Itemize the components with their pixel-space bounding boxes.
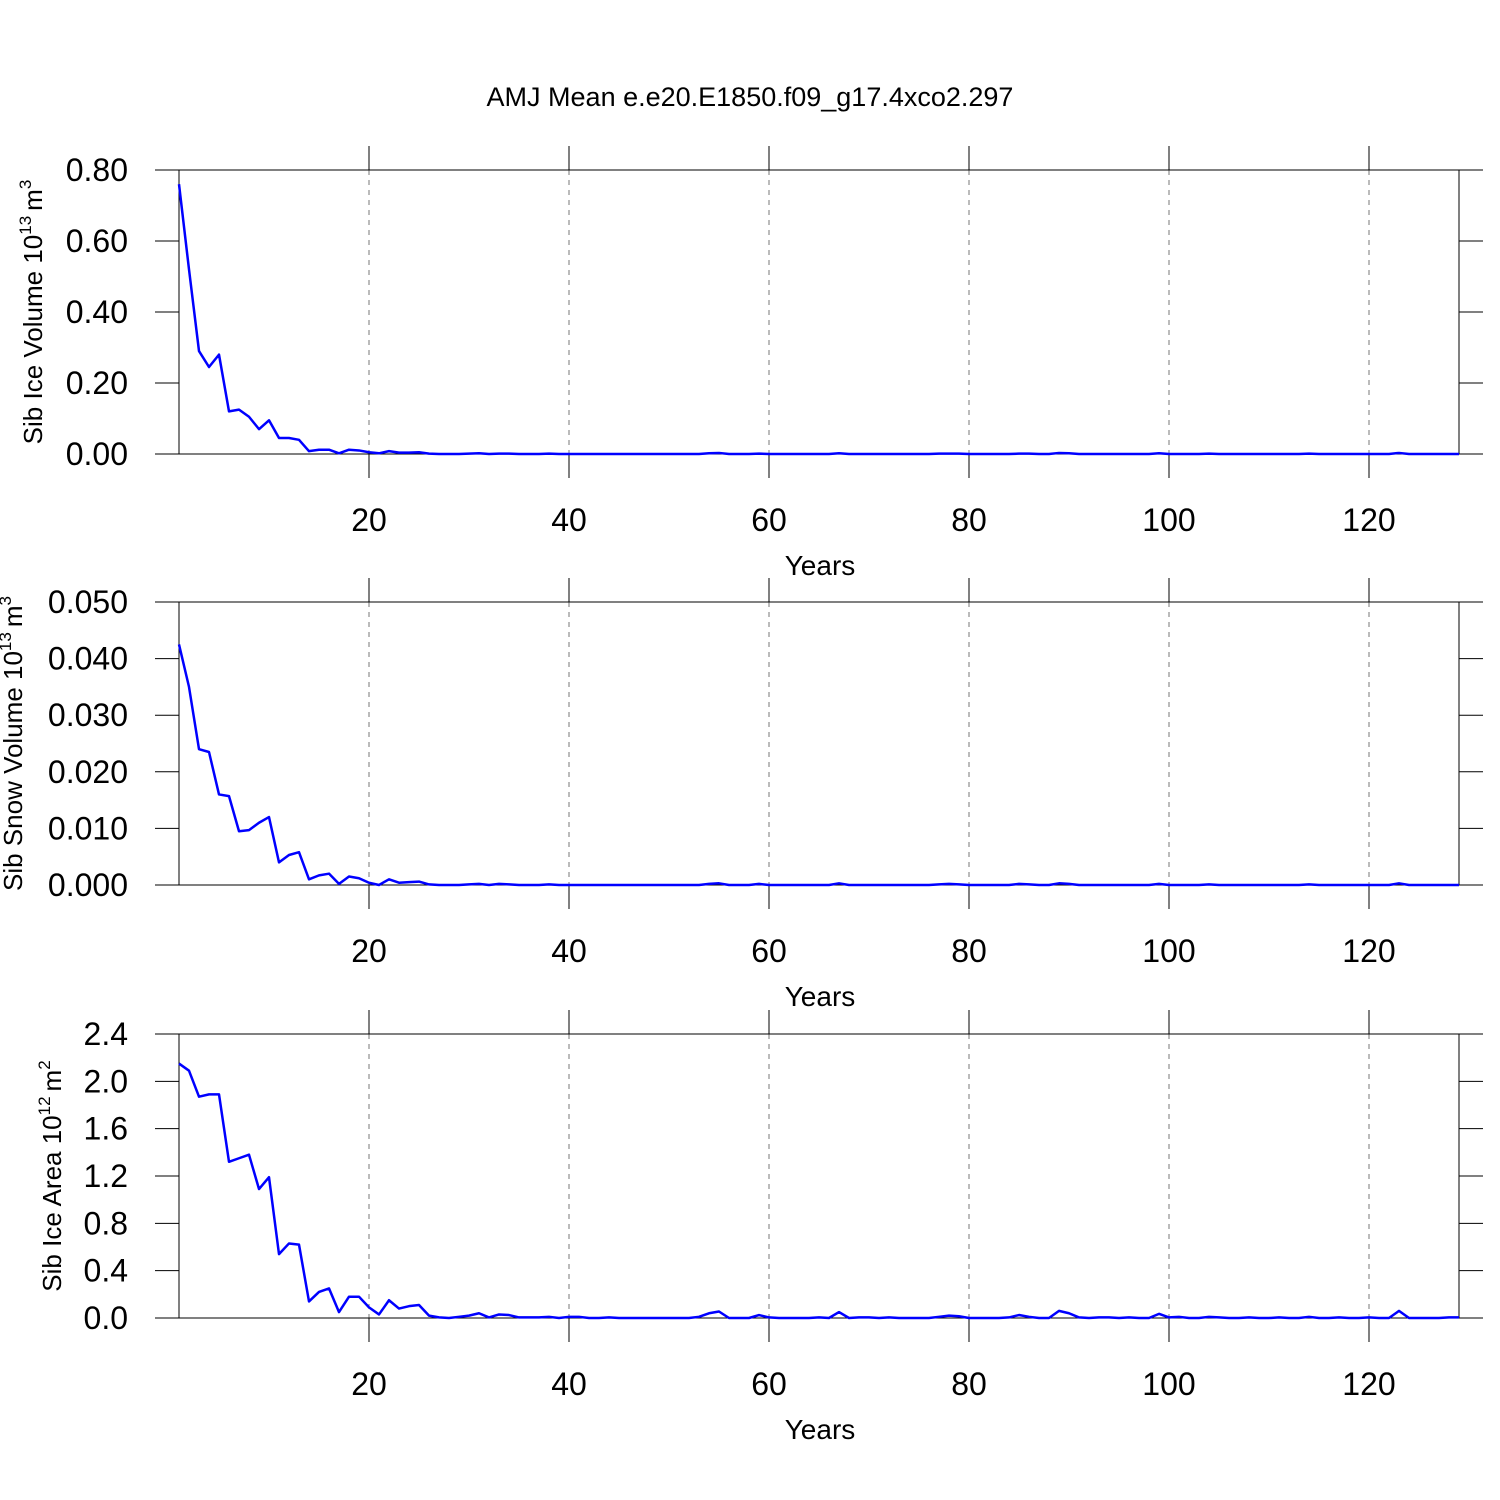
x-tick-label: 20	[351, 502, 387, 538]
x-tick-label: 100	[1142, 933, 1195, 969]
y-tick-label: 0.40	[66, 294, 128, 330]
y-tick-label: 0.8	[84, 1205, 128, 1241]
y-axis-label: Sib Ice Area 1012 m2	[35, 1060, 67, 1291]
y-axis-label-exponent: 12	[35, 1096, 54, 1115]
x-axis-label: Years	[785, 550, 856, 581]
y-tick-label: 2.4	[84, 1016, 128, 1052]
y-axis-label-unit-exponent: 2	[35, 1060, 54, 1069]
y-tick-label: 2.0	[84, 1063, 128, 1099]
y-axis-label-unit-exponent: 3	[16, 180, 35, 189]
y-tick-label: 1.2	[84, 1158, 128, 1194]
x-tick-label: 100	[1142, 502, 1195, 538]
x-tick-label: 120	[1342, 502, 1395, 538]
y-axis-label-exponent: 13	[0, 632, 15, 651]
x-axis-label: Years	[785, 1414, 856, 1445]
y-tick-label: 0.040	[48, 641, 128, 677]
y-tick-label: 0.010	[48, 810, 128, 846]
y-axis-label-unit: m	[18, 189, 48, 211]
figure-title: AMJ Mean e.e20.E1850.f09_g17.4xco2.297	[487, 82, 1014, 112]
data-line	[177, 184, 1459, 456]
data-line	[178, 1062, 1459, 1320]
x-axis-label: Years	[785, 981, 856, 1012]
panel: 20 40 60 80 100 120 0.0 0.4 0.8 1.2 1.6 2.0 2.4 Years…	[35, 1010, 1483, 1445]
data-line	[177, 644, 1459, 887]
x-tick-label: 80	[951, 1366, 987, 1402]
x-tick-label: 40	[551, 933, 587, 969]
y-tick-label: 0.20	[66, 365, 128, 401]
x-tick-label: 60	[751, 1366, 787, 1402]
x-tick-label: 80	[951, 933, 987, 969]
y-axis-label: Sib Ice Volume 1013 m3	[16, 180, 48, 445]
x-tick-label: 40	[551, 1366, 587, 1402]
panel: 20 40 60 80 100 120 0.000 0.010 0.020 0.030 0.040 0…	[0, 578, 1483, 1012]
y-axis-label-text: Sib Ice Area 10	[37, 1115, 67, 1291]
y-tick-label: 0.60	[66, 223, 128, 259]
x-tick-label: 20	[351, 933, 387, 969]
y-axis-label: Sib Snow Volume 1013 m3	[0, 596, 28, 891]
y-tick-label: 0.00	[66, 436, 128, 472]
y-tick-label: 0.80	[66, 152, 128, 188]
x-tick-label: 80	[951, 502, 987, 538]
panel: 20 40 60 80 100 120 0.00 0.20 0.40 0.60 0.80 Years S…	[16, 146, 1483, 581]
x-tick-label: 40	[551, 502, 587, 538]
y-axis-label-unit-exponent: 3	[0, 596, 15, 605]
y-tick-label: 0.030	[48, 697, 128, 733]
y-tick-label: 0.4	[84, 1253, 128, 1289]
y-tick-label: 0.020	[48, 754, 128, 790]
y-axis-label-unit: m	[37, 1070, 67, 1092]
y-axis-label-text: Sib Ice Volume 10	[18, 235, 48, 445]
x-tick-label: 120	[1342, 1366, 1395, 1402]
y-axis-label-text: Sib Snow Volume 10	[0, 651, 28, 891]
y-tick-label: 0.000	[48, 867, 128, 903]
y-tick-label: 1.6	[84, 1111, 128, 1147]
y-axis-label-exponent: 13	[16, 216, 35, 235]
x-tick-label: 60	[751, 502, 787, 538]
x-tick-label: 100	[1142, 1366, 1195, 1402]
y-axis-label-unit: m	[0, 605, 28, 627]
y-tick-label: 0.0	[84, 1300, 128, 1336]
x-tick-label: 60	[751, 933, 787, 969]
x-tick-label: 20	[351, 1366, 387, 1402]
y-tick-label: 0.050	[48, 584, 128, 620]
x-tick-label: 120	[1342, 933, 1395, 969]
